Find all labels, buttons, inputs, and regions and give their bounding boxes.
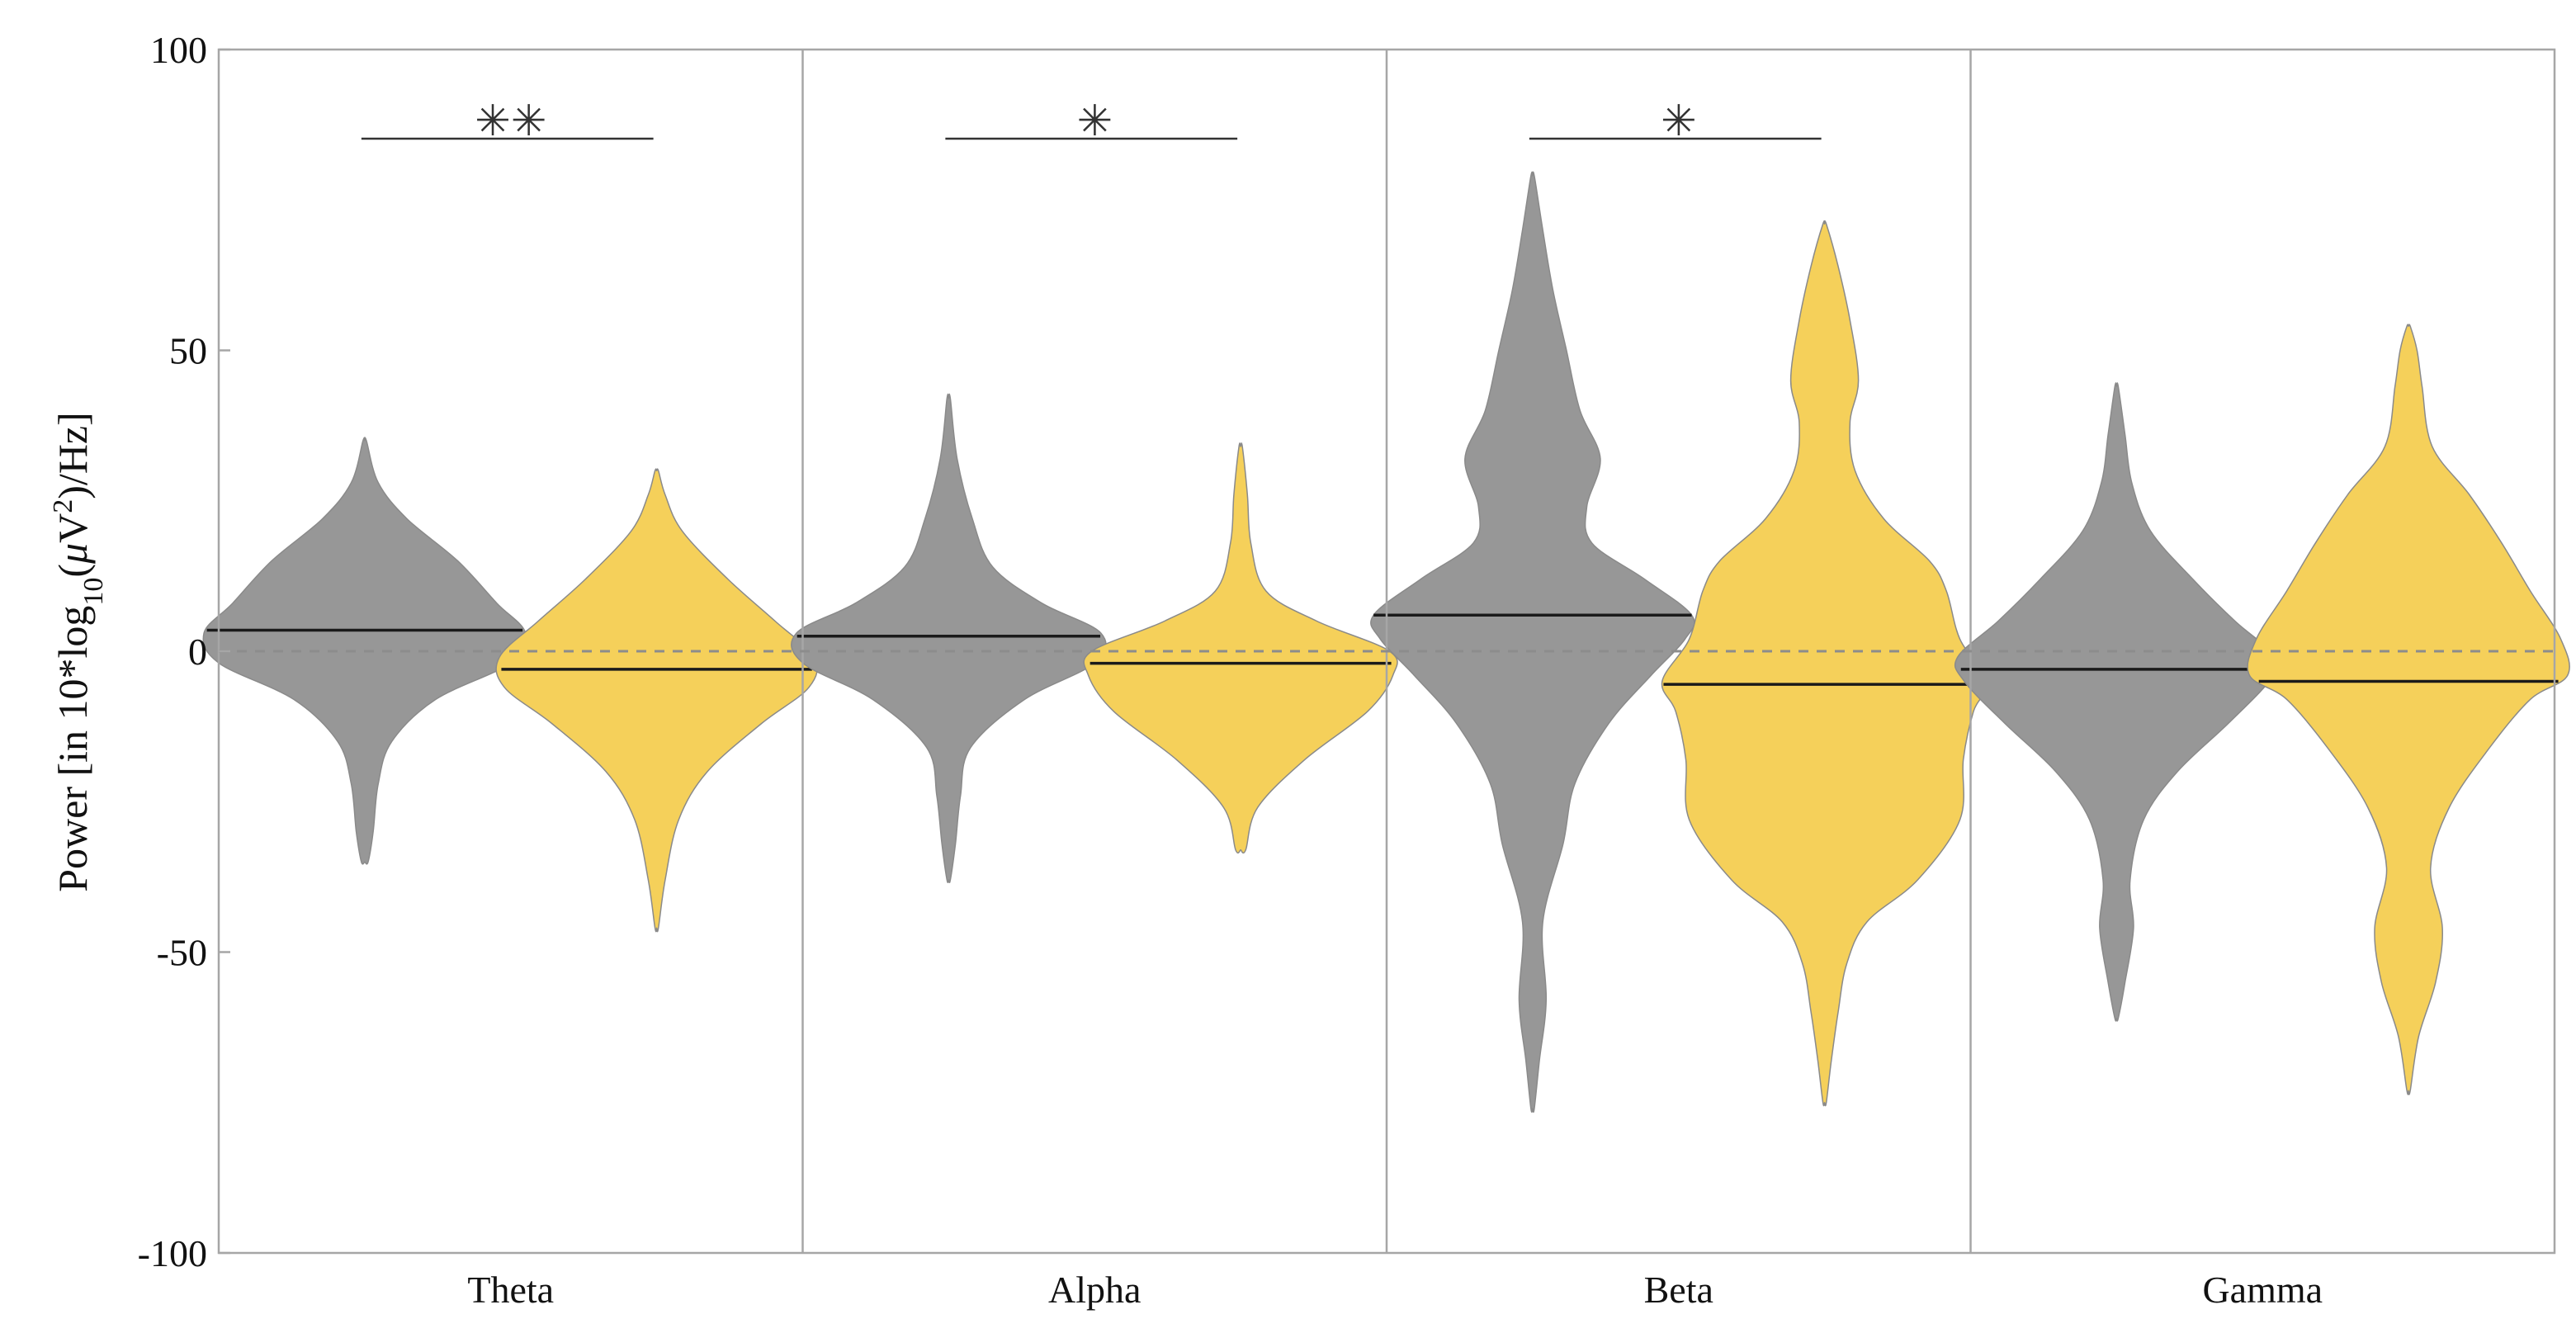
plot-area: ✳✳ ✳ ✳ xyxy=(202,97,2570,1113)
significance-marker-alpha: ✳ xyxy=(1076,97,1113,146)
y-axis-label-mid: ( xyxy=(50,564,96,578)
violin-gamma-1 xyxy=(1954,382,2279,1022)
x-tick-label-beta: Beta xyxy=(1644,1269,1713,1311)
violin-theta-2 xyxy=(495,468,818,933)
violin-beta-2 xyxy=(1661,220,1988,1107)
significance-marker-theta: ✳✳ xyxy=(475,97,546,146)
y-axis-label-pre: Power [in 10*log xyxy=(50,606,96,892)
y-axis-label-mu: μ xyxy=(50,543,96,565)
y-axis-label: Power [in 10*log10(μV2)/Hz] xyxy=(48,412,109,892)
significance-marker-beta: ✳ xyxy=(1661,97,1697,146)
y-axis-label-sup: 2 xyxy=(48,499,78,513)
violin-gamma-2 xyxy=(2247,324,2570,1095)
y-tick-label: -100 xyxy=(138,1232,207,1274)
y-tick-label: 100 xyxy=(150,29,207,71)
y-tick-label: 0 xyxy=(188,631,207,673)
violin-beta-1 xyxy=(1370,171,1695,1113)
violin-alpha-1 xyxy=(791,393,1107,883)
y-tick-label: 50 xyxy=(169,330,207,372)
x-tick-label-theta: Theta xyxy=(467,1269,554,1311)
violin-alpha-2 xyxy=(1083,442,1398,854)
x-tick-label-alpha: Alpha xyxy=(1048,1269,1141,1311)
x-tick-label-gamma: Gamma xyxy=(2202,1269,2323,1311)
axes: -100 -50 0 50 100 Theta Alpha Beta Gamma xyxy=(138,29,2556,1311)
y-axis-label-sub: 10 xyxy=(78,578,109,606)
y-tick-label: -50 xyxy=(157,932,207,974)
y-axis-label-post: )/Hz] xyxy=(50,412,96,499)
y-axis-label-v: V xyxy=(50,513,96,543)
